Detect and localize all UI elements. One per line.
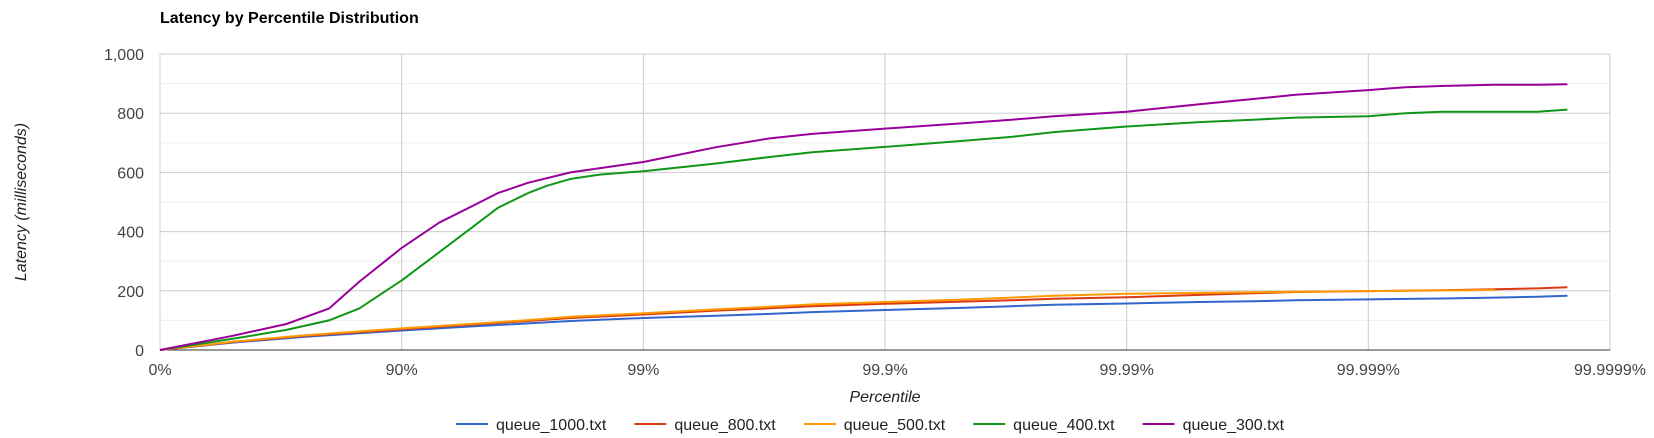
x-tick-label: 99.9999% — [1574, 362, 1646, 379]
y-axis-label: Latency (milliseconds) — [13, 123, 30, 281]
legend: queue_1000.txt queue_800.txt queue_500.txt… — [456, 417, 1285, 434]
x-axis-ticks: 0% 90% 99% 99.9% 99.99% 99.999% 99.9999% — [148, 362, 1646, 379]
chart-title: Latency by Percentile Distribution — [160, 10, 419, 27]
x-tick-label: 99.99% — [1100, 362, 1154, 379]
legend-item[interactable]: queue_1000.txt — [456, 417, 607, 434]
x-tick-label: 90% — [386, 362, 418, 379]
series-line-queue-300-txt — [159, 83, 1568, 351]
series-line-queue-1000-txt — [159, 294, 1568, 351]
legend-item[interactable]: queue_400.txt — [973, 417, 1115, 434]
legend-label: queue_400.txt — [1013, 417, 1115, 434]
legend-item[interactable]: queue_300.txt — [1142, 417, 1285, 434]
series-line-queue-800-txt — [159, 286, 1568, 351]
x-tick-label: 99% — [627, 362, 659, 379]
x-tick-label: 99.9% — [862, 362, 907, 379]
series-line-queue-500-txt — [159, 288, 1495, 351]
y-tick-label: 0 — [135, 343, 144, 360]
series-line-queue-400-txt — [159, 108, 1568, 351]
legend-label: queue_800.txt — [674, 417, 776, 434]
grid — [160, 53, 1610, 350]
y-tick-label: 800 — [117, 106, 144, 123]
y-tick-label: 1,000 — [104, 47, 144, 64]
legend-label: queue_500.txt — [844, 417, 946, 434]
x-tick-label: 99.999% — [1337, 362, 1400, 379]
legend-label: queue_1000.txt — [496, 417, 607, 434]
y-tick-label: 200 — [117, 284, 144, 301]
y-axis-ticks: 0 200 400 600 800 1,000 — [104, 47, 144, 360]
y-tick-label: 400 — [117, 225, 144, 242]
x-tick-label: 0% — [148, 362, 171, 379]
legend-item[interactable]: queue_800.txt — [634, 417, 776, 434]
legend-item[interactable]: queue_500.txt — [803, 417, 946, 434]
series-lines — [159, 83, 1568, 351]
y-tick-label: 600 — [117, 165, 144, 182]
x-axis-label: Percentile — [849, 389, 920, 406]
legend-label: queue_300.txt — [1183, 417, 1285, 434]
